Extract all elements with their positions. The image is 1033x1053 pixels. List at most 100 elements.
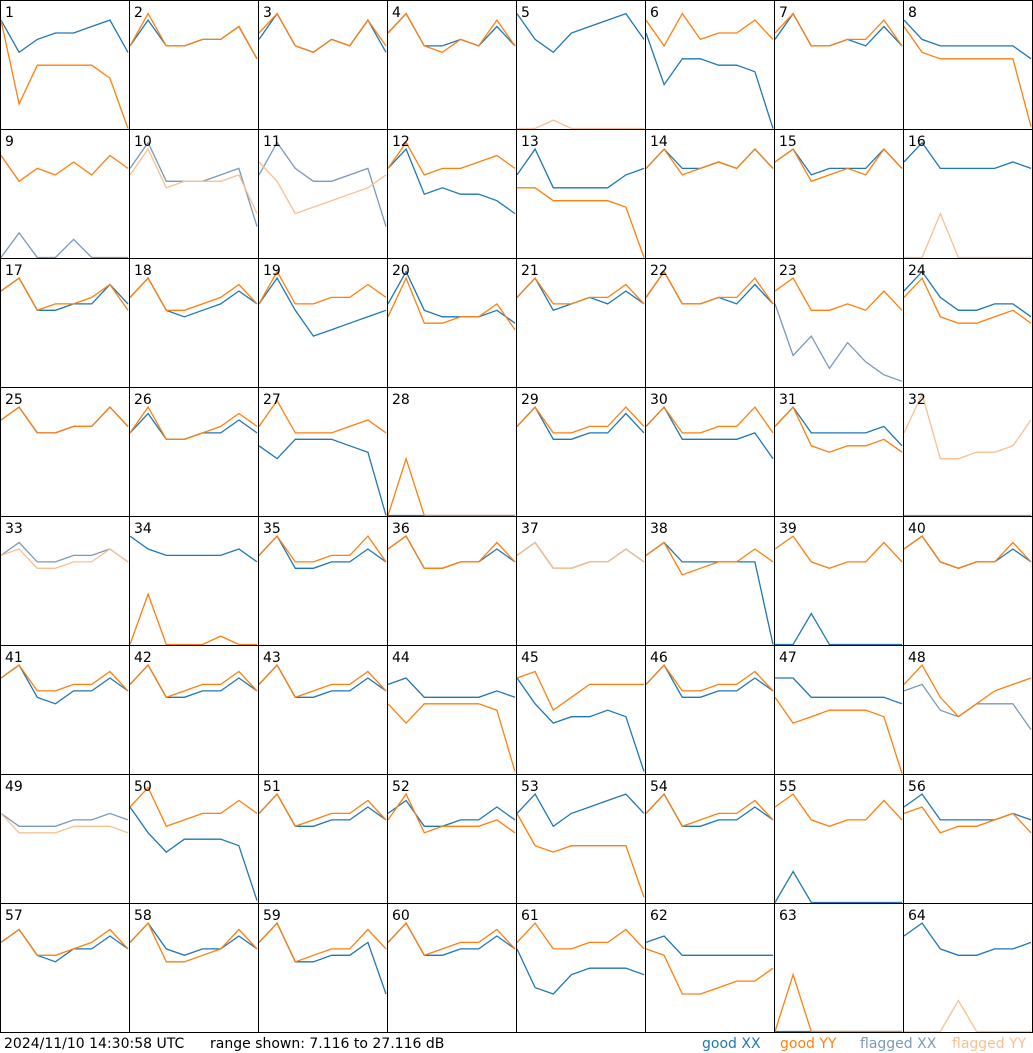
panel-label: 13 (521, 134, 539, 150)
spectrum-yy (517, 119, 644, 130)
spectrum-yy (645, 406, 774, 434)
spectrum-xx (0, 19, 129, 54)
panel-label: 40 (908, 521, 926, 537)
panel-label: 36 (392, 521, 410, 537)
spectrum-yy (903, 535, 1032, 569)
spectrum-yy (0, 19, 129, 129)
panel-label: 58 (134, 908, 152, 924)
panel-label: 18 (134, 263, 152, 279)
spectrum-yy (129, 147, 258, 214)
spectrum-yy (516, 670, 644, 712)
panel-label: 16 (908, 134, 926, 150)
spectrum-xx (258, 276, 387, 337)
spectrum-xx (903, 922, 1032, 956)
spectrum-yy (774, 972, 902, 1033)
spectrum-xx (516, 948, 645, 995)
panel-label: 30 (650, 392, 668, 408)
panel-label: 49 (5, 779, 23, 795)
spectrum-yy (645, 12, 774, 48)
spectrum-yy (516, 277, 645, 305)
spectrum-xx (645, 32, 774, 129)
panel-label: 53 (521, 779, 539, 795)
spectrum-yy (129, 786, 258, 828)
spectrum-yy (903, 392, 1032, 460)
panel-label: 15 (779, 134, 797, 150)
panel-label: 56 (908, 779, 926, 795)
spectrum-yy (645, 270, 774, 305)
panel-label: 20 (392, 263, 410, 279)
panel-label: 5 (521, 5, 530, 21)
panel-label: 2 (134, 5, 143, 21)
spectrum-xx (903, 141, 1032, 170)
legend-entry: flagged YY (952, 1036, 1027, 1052)
spectrum-xx (129, 535, 258, 563)
legend-entry: good XX (702, 1036, 761, 1052)
panel-label: 34 (134, 521, 152, 537)
spectrum-yy (0, 154, 129, 183)
panel-label: 39 (779, 521, 797, 537)
spectrum-xx (774, 303, 903, 382)
spectrum-yy (0, 406, 129, 434)
panel-label: 48 (908, 650, 926, 666)
spectrum-yy (387, 792, 516, 834)
legend-entry: flagged XX (860, 1036, 937, 1052)
spectrum-yy (387, 535, 516, 569)
panel-label: 54 (650, 779, 668, 795)
timestamp: 2024/11/10 14:30:58 UTC (4, 1036, 184, 1052)
spectrum-yy (258, 793, 387, 828)
spectrum-yy (0, 812, 129, 834)
panel-label: 60 (392, 908, 410, 924)
spectrum-yy (258, 12, 387, 54)
spectrum-yy (258, 664, 387, 699)
panel-label: 29 (521, 392, 539, 408)
panel-label: 19 (263, 263, 281, 279)
spectrum-yy (387, 456, 515, 517)
panel-label: 57 (5, 908, 23, 924)
spectrum-yy (0, 928, 129, 956)
spectrum-yy (516, 406, 645, 434)
spectrum-yy (129, 277, 258, 311)
spectrum-yy (129, 592, 257, 646)
spectrum-yy (387, 12, 516, 54)
spectrum-yy (903, 664, 1032, 718)
panel-label: 42 (134, 650, 152, 666)
panel-label: 32 (908, 392, 926, 408)
panel-label: 41 (5, 650, 23, 666)
spectrum-yy (645, 541, 774, 576)
spectrum-yy (258, 161, 387, 215)
spectrum-yy (258, 921, 387, 963)
spectrum-yy (774, 535, 903, 569)
spectrum-yy (774, 277, 903, 312)
spectrum-yy (774, 696, 903, 774)
spectrum-xx (387, 677, 516, 698)
panel-label: 61 (521, 908, 539, 924)
spectrum-yy (387, 141, 516, 176)
spectrum-yy (774, 12, 903, 47)
spectrum-yy (129, 405, 258, 440)
panel-label: 46 (650, 650, 668, 666)
panel-label: 64 (908, 908, 926, 924)
spectrum-yy (258, 270, 387, 305)
spectrum-yy (903, 26, 1032, 127)
spectrum-yy (387, 276, 516, 331)
spectrum-xx (645, 541, 774, 645)
spectrum-yy (129, 664, 258, 699)
panel-label: 47 (779, 650, 797, 666)
spectrum-yy (645, 948, 774, 995)
panel-label: 52 (392, 779, 410, 795)
spectrum-yy (129, 12, 258, 60)
spectrum-xx (516, 147, 645, 189)
panel-label: 6 (650, 5, 659, 21)
spectrum-xx (129, 922, 258, 956)
panel-label: 22 (650, 263, 668, 279)
panel-label: 26 (134, 392, 152, 408)
panel-label: 10 (134, 134, 152, 150)
panel-label: 17 (5, 263, 23, 279)
spectrum-yy (516, 922, 645, 950)
spectrum-xx (387, 147, 516, 215)
spectrum-xx (774, 870, 902, 904)
spectrum-xx (903, 19, 1032, 60)
spectrum-xx (0, 231, 128, 259)
panel-label: 63 (779, 908, 797, 924)
panel-label: 23 (779, 263, 797, 279)
